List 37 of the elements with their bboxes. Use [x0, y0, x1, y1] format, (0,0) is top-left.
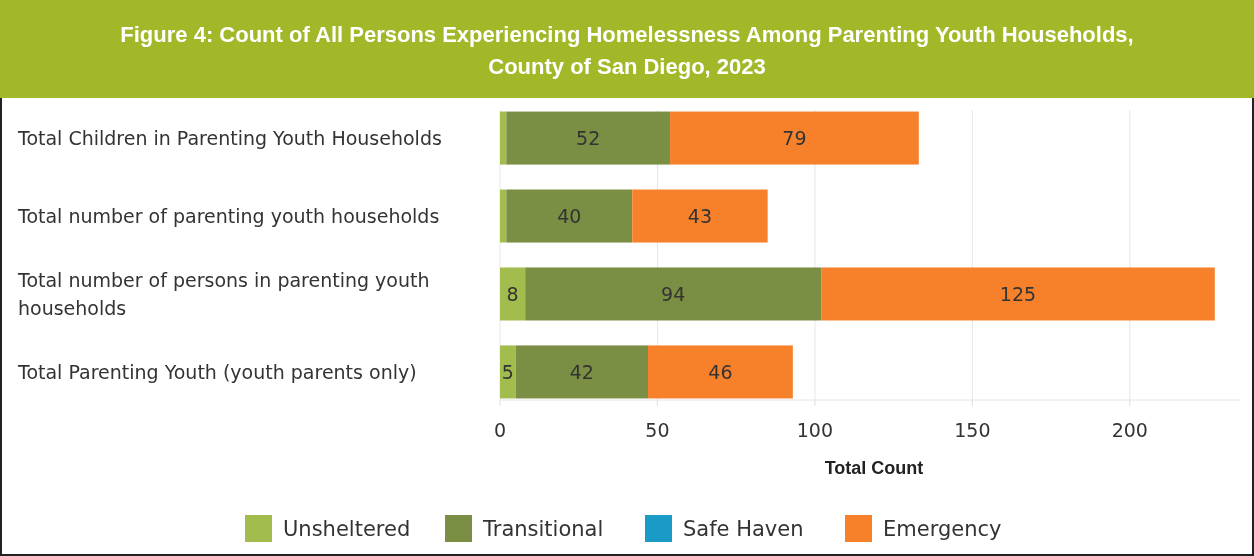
legend-label: Transitional: [482, 517, 604, 542]
bar: [500, 111, 507, 165]
y-tick-label: Total number of persons in parenting youth households: [17, 268, 430, 319]
bar: [506, 189, 633, 243]
x-tick-label: 200: [1111, 419, 1148, 441]
legend-label: Unsheltered: [283, 517, 411, 542]
bar: [632, 189, 768, 243]
bar: [648, 345, 793, 399]
y-tick-label: Total Parenting Youth (youth parents only): [17, 360, 417, 383]
x-tick-label: 0: [493, 419, 507, 441]
data-label: 42: [569, 360, 594, 383]
data-label: 8: [506, 282, 519, 305]
x-tick-label: 150: [954, 419, 991, 441]
bar: [506, 111, 671, 165]
data-label: 5: [501, 360, 514, 383]
data-label: 40: [557, 204, 582, 227]
data-label: 52: [576, 126, 601, 149]
legend-label: Emergency: [883, 517, 1002, 542]
data-label: 125: [999, 282, 1037, 305]
legend-label: Safe Haven: [683, 517, 804, 542]
bar: [500, 189, 507, 243]
y-tick-label: Total number of parenting youth households: [17, 204, 440, 227]
x-axis-title: Total Count: [824, 458, 924, 478]
bar: [500, 267, 526, 321]
x-tick-label: 100: [796, 419, 834, 441]
bar: [515, 345, 648, 399]
bar: [500, 345, 516, 399]
data-label: 43: [687, 204, 713, 227]
bar: [670, 111, 919, 165]
data-label: 94: [661, 282, 686, 305]
data-label: 46: [708, 360, 733, 383]
chart-title: Figure 4: Count of All Persons Experiencing Homelessness Among Parenting Youth Households, County of San Diego, 2023: [120, 22, 1134, 79]
x-tick-label: 50: [645, 419, 670, 441]
bar: [821, 267, 1215, 321]
bar: [525, 267, 822, 321]
data-label: 79: [782, 126, 807, 149]
y-tick-label: Total Children in Parenting Youth Households: [17, 126, 442, 149]
